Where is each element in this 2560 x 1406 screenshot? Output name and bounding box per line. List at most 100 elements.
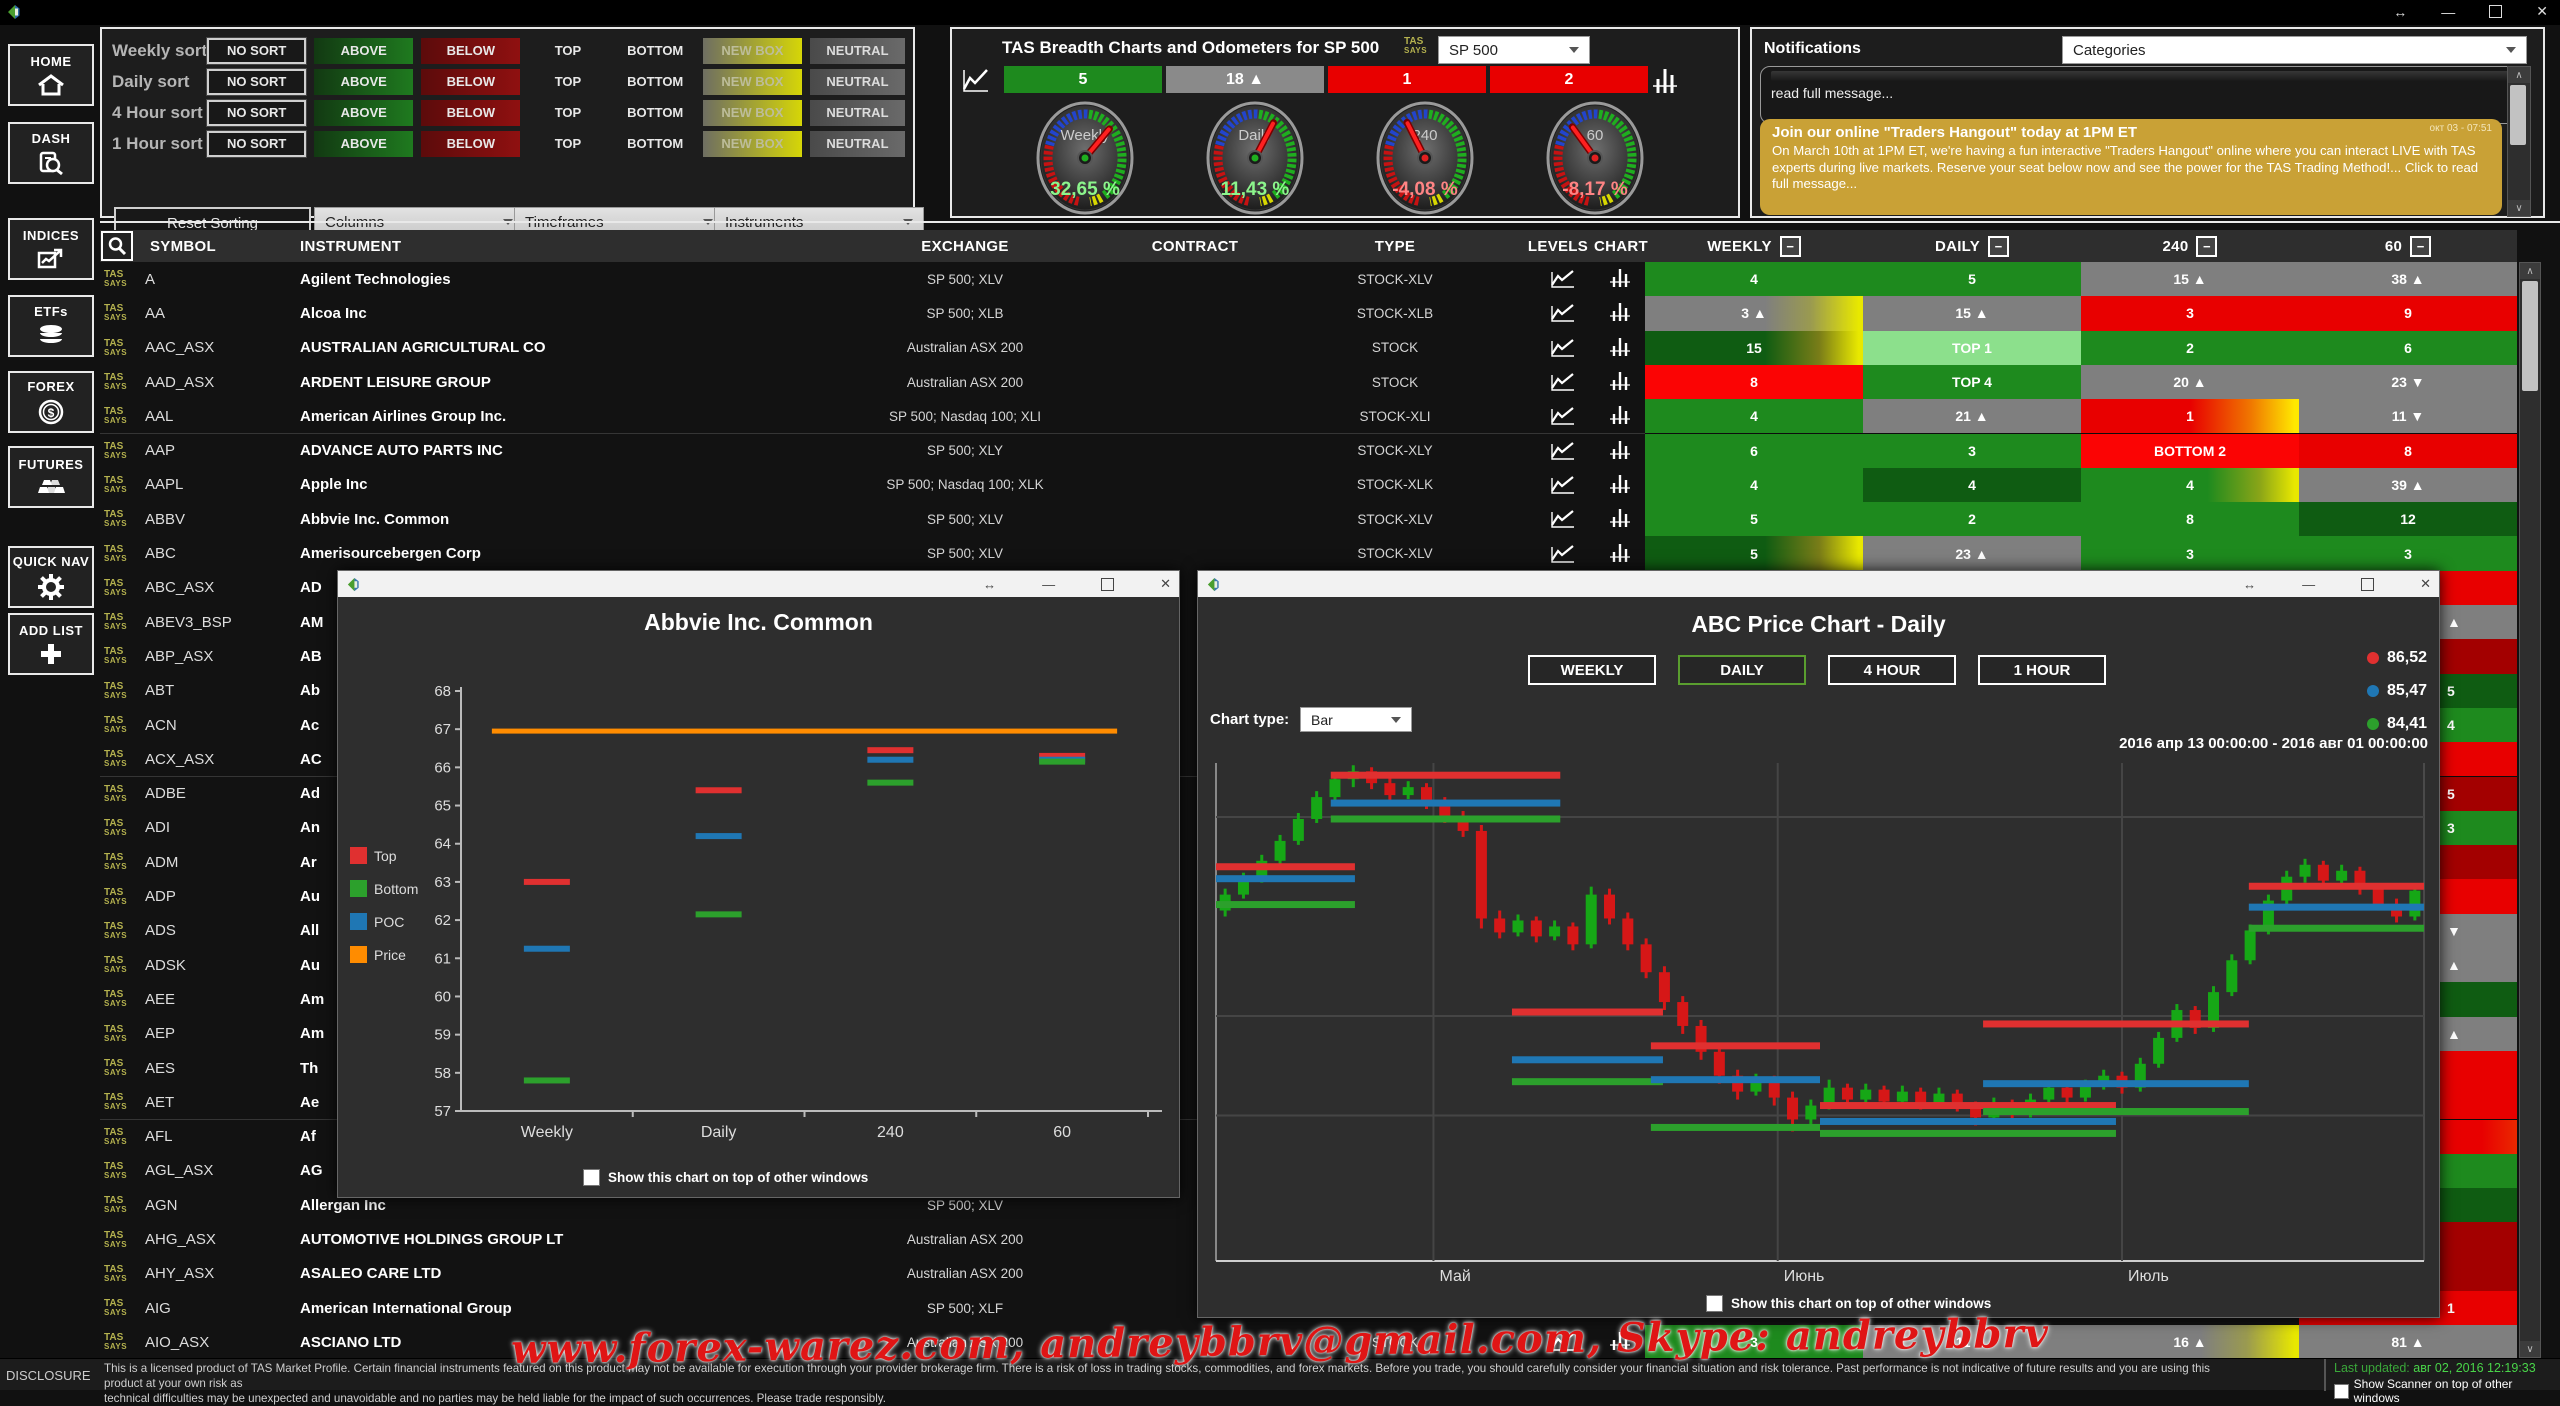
sort-button-no-sort[interactable]: NO SORT (206, 98, 308, 127)
column-header-symbol[interactable]: SYMBOL (150, 237, 216, 255)
sort-button-below[interactable]: BELOW (421, 130, 521, 157)
value-cell[interactable]: 4 (1645, 262, 1865, 299)
table-row[interactable]: TAS SAYS AA Alcoa Inc SP 500; XLB STOCK-XLB 3 … (100, 296, 2517, 333)
value-cell[interactable]: 4 (1645, 467, 1865, 505)
value-cell[interactable]: 20 ▲ (2081, 364, 2301, 402)
timeframe-button-4-hour[interactable]: 4 HOUR (1828, 655, 1956, 685)
table-row[interactable]: TAS SAYS AAP ADVANCE AUTO PARTS INC SP 500; … (100, 433, 2517, 470)
sort-button-new-box[interactable]: NEW BOX (702, 68, 802, 95)
levels-icon[interactable] (1530, 434, 1595, 468)
value-cell[interactable]: 81 ▲ (2299, 1325, 2517, 1360)
notifications-scrollbar[interactable]: ∧ ∨ (2507, 66, 2531, 217)
sort-button-bottom[interactable]: BOTTOM (627, 43, 684, 58)
value-cell[interactable]: 3 (2081, 536, 2301, 573)
value-cell[interactable]: 5 (1645, 536, 1865, 573)
levels-icon[interactable] (1530, 365, 1595, 399)
column-header-240[interactable]: 240− (2081, 230, 2299, 262)
chart-icon[interactable] (1595, 296, 1645, 330)
scroll-up-icon[interactable]: ∧ (2520, 263, 2540, 279)
value-cell[interactable]: 6 (2299, 330, 2517, 367)
column-header-type[interactable]: TYPE (1374, 237, 1416, 255)
value-cell[interactable]: 9 (2299, 296, 2517, 333)
resize-window-icon[interactable]: ↔ (983, 576, 997, 592)
value-cell[interactable]: 15 ▲ (1863, 296, 2083, 333)
value-cell[interactable]: 12 (2299, 502, 2517, 539)
value-cell[interactable]: 11 ▼ (2299, 399, 2517, 436)
value-cell[interactable]: 15 (1645, 330, 1865, 367)
sidebar-item-futures[interactable]: FUTURES (8, 446, 94, 508)
sort-button-below[interactable]: BELOW (421, 68, 521, 95)
value-cell[interactable]: 2 (1863, 502, 2083, 539)
value-cell[interactable]: 1 (2081, 399, 2301, 436)
close-icon[interactable]: ✕ (2536, 3, 2548, 19)
sort-button-top[interactable]: TOP (554, 43, 582, 58)
line-chart-icon[interactable] (960, 65, 992, 95)
sidebar-item-dash[interactable]: DASH (8, 122, 94, 184)
value-cell[interactable]: 4 (1645, 399, 1865, 436)
bar-chart-icon[interactable] (1652, 65, 1682, 99)
timeframe-button-daily[interactable]: DAILY (1678, 655, 1806, 685)
collapse-column-icon[interactable]: − (2196, 235, 2218, 257)
sort-button-below[interactable]: BELOW (421, 37, 521, 64)
chart-icon[interactable] (1595, 399, 1645, 433)
notification-item-highlight[interactable]: Join our online "Traders Hangout" today … (1760, 119, 2502, 215)
column-header-instrument[interactable]: INSTRUMENT (300, 237, 402, 255)
scroll-down-icon[interactable]: ∨ (2520, 1341, 2540, 1357)
value-cell[interactable]: 3 ▲ (1645, 296, 1865, 333)
maximize-icon[interactable] (1101, 577, 1115, 591)
value-cell[interactable]: 38 ▲ (2299, 262, 2517, 299)
column-header-exchange[interactable]: EXCHANGE (921, 237, 1009, 255)
table-row[interactable]: TAS SAYS A Agilent Technologies SP 500; XLV S… (100, 262, 2517, 299)
sidebar-item-quick-nav[interactable]: QUICK NAV (8, 546, 94, 608)
maximize-icon[interactable] (2361, 577, 2375, 591)
scroll-up-icon[interactable]: ∧ (2508, 67, 2530, 83)
sort-button-top[interactable]: TOP (554, 105, 582, 120)
table-row[interactable]: TAS SAYS AAL American Airlines Group Inc. SP… (100, 399, 2517, 436)
checkbox[interactable] (583, 1169, 600, 1186)
sidebar-item-home[interactable]: HOME (8, 44, 94, 106)
value-cell[interactable]: 4 (2081, 467, 2301, 505)
sort-button-no-sort[interactable]: NO SORT (206, 67, 308, 96)
sort-button-top[interactable]: TOP (554, 136, 582, 151)
chart-icon[interactable] (1595, 1325, 1645, 1359)
search-button[interactable] (101, 231, 133, 261)
chart-icon[interactable] (1595, 365, 1645, 399)
value-cell[interactable]: 3 (2081, 296, 2301, 333)
value-cell[interactable]: 23 ▲ (1863, 536, 2083, 573)
sort-button-no-sort[interactable]: NO SORT (206, 36, 308, 65)
close-icon[interactable]: ✕ (1160, 576, 1171, 591)
chart-icon[interactable] (1595, 502, 1645, 536)
sidebar-item-indices[interactable]: INDICES (8, 218, 94, 280)
table-row[interactable]: TAS SAYS AAC_ASX AUSTRALIAN AGRICULTURAL CO… (100, 330, 2517, 367)
value-cell[interactable]: TOP 4 (1863, 364, 2083, 402)
sort-button-above[interactable]: ABOVE (314, 68, 414, 95)
notification-item[interactable]: read full message... (1760, 66, 2524, 124)
chart-icon[interactable] (1595, 536, 1645, 570)
value-cell[interactable]: 21 ▲ (1863, 399, 2083, 436)
sort-button-above[interactable]: ABOVE (314, 99, 414, 126)
levels-icon[interactable] (1530, 331, 1595, 365)
column-header-weekly[interactable]: WEEKLY − (1645, 230, 1863, 262)
breadth-segment[interactable]: 2 (1490, 66, 1648, 93)
maximize-icon[interactable] (2489, 5, 2503, 18)
chart-icon[interactable] (1595, 434, 1645, 468)
column-header-levels[interactable]: LEVELS (1527, 237, 1589, 255)
table-row[interactable]: TAS SAYS ABBV Abbvie Inc. Common SP 500; XLV… (100, 502, 2517, 539)
collapse-column-icon[interactable]: − (1988, 235, 2010, 257)
chart-type-select[interactable]: Bar (1300, 707, 1412, 732)
breadth-segment[interactable]: 1 (1328, 66, 1486, 93)
sort-button-bottom[interactable]: BOTTOM (627, 105, 684, 120)
sort-button-neutral[interactable]: NEUTRAL (809, 99, 906, 126)
breadth-segment[interactable]: 18 ▲ (1166, 66, 1324, 93)
levels-icon[interactable] (1530, 399, 1595, 433)
sort-button-bottom[interactable]: BOTTOM (627, 74, 684, 89)
value-cell[interactable]: 6 (1645, 433, 1865, 470)
value-cell[interactable]: 23 ▼ (2299, 364, 2517, 402)
levels-icon[interactable] (1530, 262, 1595, 296)
value-cell[interactable]: 8 (2081, 502, 2301, 539)
sort-button-above[interactable]: ABOVE (314, 37, 414, 64)
column-header-chart[interactable]: CHART (1594, 237, 1648, 255)
value-cell[interactable]: 5 (1863, 262, 2083, 299)
breadth-segment[interactable]: 5 (1004, 66, 1162, 93)
sidebar-item-forex[interactable]: FOREX $ (8, 371, 94, 433)
